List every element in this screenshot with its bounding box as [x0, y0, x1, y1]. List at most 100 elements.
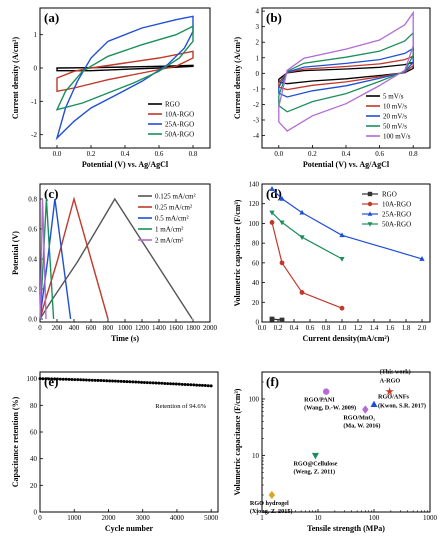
- y-tick-label: 20: [252, 299, 260, 307]
- legend-marker: [367, 222, 373, 227]
- data-point: [269, 210, 275, 216]
- x-tick-label: 1000: [423, 514, 438, 522]
- y-tick-label: 60: [252, 259, 260, 267]
- retention-point: [64, 377, 68, 381]
- retention-point: [38, 377, 42, 381]
- retention-point: [105, 379, 109, 383]
- comparison-point: [322, 388, 330, 395]
- x-tick-label: 0.0: [53, 150, 62, 158]
- cv-rate-curve-2: [278, 47, 414, 98]
- y-tick-label: 100: [27, 375, 38, 383]
- x-tick-label: 2000: [101, 514, 116, 522]
- x-tick-label: 1800: [186, 324, 201, 332]
- x-tick-label: 10: [315, 514, 323, 522]
- x-tick-label: 1200: [135, 324, 150, 332]
- x-tick-label: 0.2: [87, 150, 96, 158]
- y-tick-label: 4: [256, 8, 260, 16]
- data-point: [299, 290, 305, 295]
- legend-label: 25A-RGO: [165, 121, 194, 129]
- retention-point: [58, 377, 62, 381]
- x-tick-label: 800: [103, 324, 114, 332]
- retention-point: [160, 381, 164, 385]
- gcd-curve-0: [39, 197, 193, 320]
- x-tick-label: 4000: [170, 514, 185, 522]
- data-point: [339, 256, 345, 262]
- panel-6: 1 10 100 1000 1 10 100 Tensile strength (MPa) Vo…: [233, 369, 438, 533]
- retention-point: [209, 384, 213, 388]
- retention-point: [99, 379, 103, 383]
- legend-label: 10A-RGO: [165, 111, 194, 119]
- retention-point: [93, 378, 97, 382]
- retention-point: [50, 377, 54, 381]
- y-tick-label: 10: [252, 452, 260, 460]
- y-axis-label: Potential (V): [11, 231, 20, 275]
- x-tick-label: 1.2: [354, 324, 363, 332]
- y-tick-label: 1: [256, 54, 260, 62]
- retention-point: [169, 382, 173, 386]
- retention-point: [61, 377, 65, 381]
- legend-label: 20 mV/s: [383, 113, 407, 121]
- panel-label: (f): [266, 374, 279, 389]
- y-tick-label: -2: [31, 131, 37, 139]
- retention-point: [186, 383, 190, 387]
- x-tick-label: 0.8: [409, 150, 418, 158]
- x-axis-label: Potential (V) vs. Ag/AgCl: [303, 160, 390, 169]
- y-tick-label: 0: [34, 65, 38, 73]
- legend-label: 10A-RGO: [382, 201, 411, 209]
- legend-marker: [367, 211, 373, 216]
- x-tick-label: 1: [260, 514, 264, 522]
- y-tick-label: 0: [34, 509, 38, 517]
- legend-label: RGO: [165, 101, 180, 109]
- legend-label: 10 mV/s: [383, 103, 407, 111]
- x-tick-label: 0: [38, 324, 42, 332]
- point-label-secondary: (Ma, W. 2016): [343, 423, 380, 430]
- y-tick-label: -3: [253, 117, 259, 125]
- retention-point: [70, 377, 74, 381]
- legend-marker: [367, 201, 373, 207]
- data-point: [339, 305, 345, 311]
- legend-label: RGO: [382, 191, 397, 199]
- legend-label: 2 mA/cm²: [155, 237, 183, 245]
- x-tick-label: 1000: [67, 514, 82, 522]
- y-tick-label: 1: [34, 31, 38, 39]
- retention-point: [148, 381, 152, 385]
- panel-label: (a): [44, 10, 59, 25]
- retention-point: [119, 379, 123, 383]
- x-tick-label: 0.2: [308, 150, 317, 158]
- point-label-secondary: (Kwon, S.R. 2017): [378, 402, 426, 409]
- x-tick-label: 100: [369, 514, 380, 522]
- retention-point: [122, 380, 126, 384]
- y-tick-label: 120: [249, 200, 260, 208]
- data-point: [339, 232, 345, 238]
- retention-point: [183, 382, 187, 386]
- y-tick-label: -1: [253, 85, 259, 93]
- retention-point: [163, 381, 167, 385]
- legend-label: 0.5 mA/cm²: [155, 215, 189, 223]
- y-tick-label: 60: [30, 429, 38, 437]
- data-point: [279, 317, 285, 323]
- panel-1: 0.0 0.2 0.4 0.6 0.8 -2 -1 0 1 Potential (V) vs. A…: [11, 7, 211, 169]
- y-tick-label: 0.0: [28, 316, 37, 324]
- y-tick-label: 0.2: [28, 286, 37, 294]
- cv-rate-curve-1: [278, 55, 414, 91]
- gcd-curve-1: [39, 196, 109, 320]
- retention-point: [198, 383, 202, 387]
- retention-point: [108, 379, 112, 383]
- y-tick-label: 40: [30, 455, 38, 463]
- plot-frame: [261, 183, 431, 323]
- cv-curve-0: [56, 64, 194, 72]
- retention-point: [189, 383, 193, 387]
- legend-label: 5 mV/s: [383, 93, 404, 101]
- legend-label: 50A-RGO: [382, 221, 411, 229]
- x-tick-label: 0.0: [258, 324, 267, 332]
- x-tick-label: 0.0: [274, 150, 283, 158]
- x-axis-label: Time (s): [111, 334, 139, 343]
- comparison-point: [311, 452, 319, 460]
- x-tick-label: 600: [86, 324, 97, 332]
- retention-point: [145, 381, 149, 385]
- data-point: [419, 256, 425, 261]
- retention-point: [137, 380, 141, 384]
- retention-point: [131, 380, 135, 384]
- retention-point: [206, 384, 210, 388]
